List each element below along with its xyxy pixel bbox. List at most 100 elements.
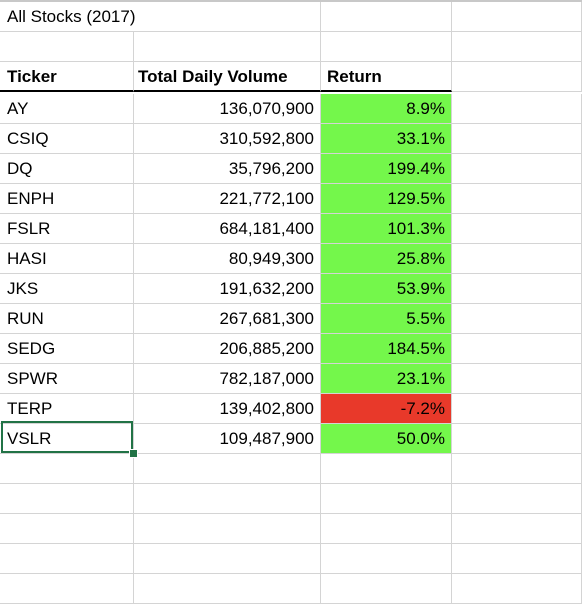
- empty-cell[interactable]: [452, 574, 582, 604]
- ticker-cell[interactable]: SPWR: [0, 364, 134, 394]
- empty-cell[interactable]: [321, 2, 452, 32]
- empty-cell[interactable]: [452, 2, 582, 32]
- volume-cell[interactable]: 136,070,900: [134, 94, 321, 124]
- empty-cell[interactable]: [452, 304, 582, 334]
- empty-cell[interactable]: [452, 454, 582, 484]
- volume-cell[interactable]: 221,772,100: [134, 184, 321, 214]
- table-row: CSIQ 310,592,800 33.1%: [0, 124, 582, 154]
- ticker-cell[interactable]: FSLR: [0, 214, 134, 244]
- volume-cell[interactable]: 139,402,800: [134, 394, 321, 424]
- empty-cell[interactable]: [0, 484, 134, 514]
- table-row: SPWR 782,187,000 23.1%: [0, 364, 582, 394]
- sheet-title-cell[interactable]: All Stocks (2017): [0, 2, 321, 32]
- return-cell[interactable]: 129.5%: [321, 184, 452, 214]
- table-row: AY 136,070,900 8.9%: [0, 94, 582, 124]
- volume-cell[interactable]: 684,181,400: [134, 214, 321, 244]
- ticker-cell[interactable]: HASI: [0, 244, 134, 274]
- empty-cell[interactable]: [134, 484, 321, 514]
- empty-cell[interactable]: [134, 454, 321, 484]
- table-row: JKS 191,632,200 53.9%: [0, 274, 582, 304]
- ticker-cell[interactable]: RUN: [0, 304, 134, 334]
- return-cell[interactable]: 101.3%: [321, 214, 452, 244]
- ticker-cell[interactable]: VSLR: [0, 424, 134, 454]
- empty-cell[interactable]: [452, 214, 582, 244]
- table-row: ENPH 221,772,100 129.5%: [0, 184, 582, 214]
- empty-cell[interactable]: [321, 32, 452, 62]
- empty-cell[interactable]: [452, 154, 582, 184]
- return-cell[interactable]: 23.1%: [321, 364, 452, 394]
- table-row: FSLR 684,181,400 101.3%: [0, 214, 582, 244]
- return-cell[interactable]: 50.0%: [321, 424, 452, 454]
- return-cell[interactable]: 8.9%: [321, 94, 452, 124]
- volume-cell[interactable]: 782,187,000: [134, 364, 321, 394]
- empty-cell[interactable]: [452, 244, 582, 274]
- title-row: All Stocks (2017): [0, 2, 582, 32]
- blank-row: [0, 454, 582, 484]
- empty-cell[interactable]: [321, 484, 452, 514]
- empty-cell[interactable]: [452, 124, 582, 154]
- return-cell[interactable]: -7.2%: [321, 394, 452, 424]
- empty-cell[interactable]: [452, 32, 582, 62]
- return-cell[interactable]: 53.9%: [321, 274, 452, 304]
- empty-cell[interactable]: [134, 544, 321, 574]
- empty-cell[interactable]: [452, 334, 582, 364]
- empty-cell[interactable]: [0, 574, 134, 604]
- ticker-cell[interactable]: CSIQ: [0, 124, 134, 154]
- empty-cell[interactable]: [452, 424, 582, 454]
- empty-cell[interactable]: [452, 514, 582, 544]
- ticker-header[interactable]: Ticker: [0, 62, 134, 92]
- table-row: RUN 267,681,300 5.5%: [0, 304, 582, 334]
- volume-cell[interactable]: 206,885,200: [134, 334, 321, 364]
- return-cell[interactable]: 5.5%: [321, 304, 452, 334]
- return-cell[interactable]: 25.8%: [321, 244, 452, 274]
- top-border: [0, 0, 582, 2]
- ticker-cell[interactable]: DQ: [0, 154, 134, 184]
- volume-cell[interactable]: 109,487,900: [134, 424, 321, 454]
- empty-cell[interactable]: [0, 454, 134, 484]
- return-header[interactable]: Return: [321, 62, 452, 92]
- volume-cell[interactable]: 35,796,200: [134, 154, 321, 184]
- table-row: TERP 139,402,800 -7.2%: [0, 394, 582, 424]
- blank-row: [0, 32, 582, 62]
- volume-cell[interactable]: 191,632,200: [134, 274, 321, 304]
- return-cell[interactable]: 184.5%: [321, 334, 452, 364]
- blank-row: [0, 544, 582, 574]
- ticker-cell[interactable]: JKS: [0, 274, 134, 304]
- empty-cell[interactable]: [321, 544, 452, 574]
- empty-cell[interactable]: [452, 364, 582, 394]
- empty-cell[interactable]: [0, 514, 134, 544]
- table-row: SEDG 206,885,200 184.5%: [0, 334, 582, 364]
- volume-header[interactable]: Total Daily Volume: [134, 62, 321, 92]
- empty-cell[interactable]: [452, 274, 582, 304]
- table-row: VSLR 109,487,900 50.0%: [0, 424, 582, 454]
- volume-cell[interactable]: 267,681,300: [134, 304, 321, 334]
- empty-cell[interactable]: [0, 32, 134, 62]
- empty-cell[interactable]: [452, 484, 582, 514]
- blank-row: [0, 484, 582, 514]
- empty-cell[interactable]: [452, 62, 582, 92]
- table-row: DQ 35,796,200 199.4%: [0, 154, 582, 184]
- table-row: HASI 80,949,300 25.8%: [0, 244, 582, 274]
- empty-cell[interactable]: [134, 574, 321, 604]
- ticker-cell[interactable]: AY: [0, 94, 134, 124]
- empty-cell[interactable]: [452, 184, 582, 214]
- return-cell[interactable]: 199.4%: [321, 154, 452, 184]
- fill-handle[interactable]: [129, 449, 138, 458]
- empty-cell[interactable]: [452, 394, 582, 424]
- empty-cell[interactable]: [0, 544, 134, 574]
- volume-cell[interactable]: 80,949,300: [134, 244, 321, 274]
- blank-row: [0, 574, 582, 604]
- empty-cell[interactable]: [452, 94, 582, 124]
- ticker-cell[interactable]: ENPH: [0, 184, 134, 214]
- empty-cell[interactable]: [134, 514, 321, 544]
- volume-cell[interactable]: 310,592,800: [134, 124, 321, 154]
- empty-cell[interactable]: [321, 454, 452, 484]
- empty-cell[interactable]: [321, 574, 452, 604]
- empty-cell[interactable]: [452, 544, 582, 574]
- ticker-cell[interactable]: SEDG: [0, 334, 134, 364]
- ticker-cell[interactable]: TERP: [0, 394, 134, 424]
- empty-cell[interactable]: [134, 32, 321, 62]
- return-cell[interactable]: 33.1%: [321, 124, 452, 154]
- empty-cell[interactable]: [321, 514, 452, 544]
